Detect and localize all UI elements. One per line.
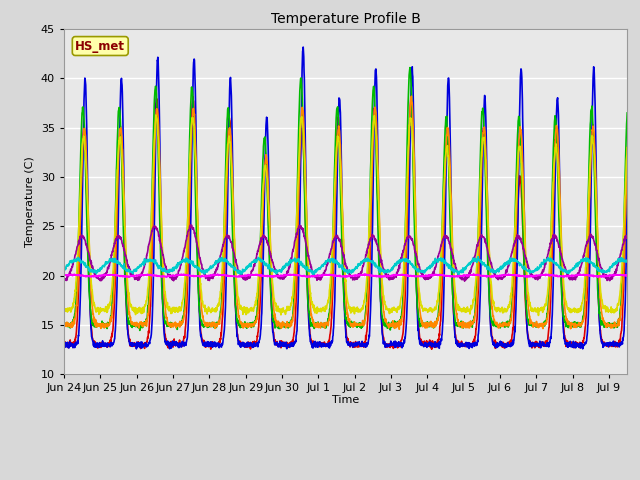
- X-axis label: Time: Time: [332, 395, 359, 405]
- Text: HS_met: HS_met: [76, 39, 125, 52]
- Y-axis label: Temperature (C): Temperature (C): [26, 156, 35, 247]
- Title: Temperature Profile B: Temperature Profile B: [271, 12, 420, 26]
